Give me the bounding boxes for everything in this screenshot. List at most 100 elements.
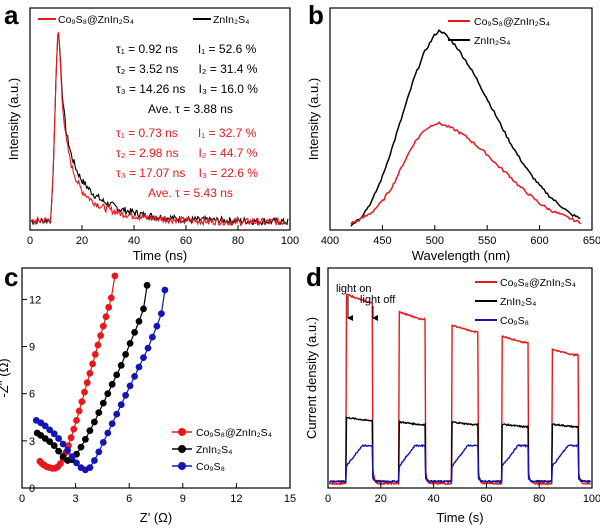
y-ticks-c: 0 3 6 9 12 <box>22 294 41 495</box>
x-tick-label-3-0: 0 <box>325 493 331 505</box>
series-line-b-1 <box>350 121 582 225</box>
x-ticks-d: 0 20 40 60 80 100 <box>325 483 600 505</box>
x-tick-label-0-1: 20 <box>76 235 88 247</box>
data-point-c-2-18 <box>113 410 121 418</box>
data-point-c-1-6 <box>59 453 67 460</box>
data-point-c-0-28 <box>111 272 119 280</box>
data-point-c-2-22 <box>131 373 139 380</box>
x-tick-label-2-5: 15 <box>284 493 296 505</box>
data-point-c-0-14 <box>73 417 80 424</box>
x-tick-label-2-1: 3 <box>73 493 79 505</box>
y-tick-label-2-4: 12 <box>29 294 41 306</box>
data-point-c-1-17 <box>108 380 116 388</box>
series-group-b <box>350 29 582 227</box>
panel-label-c: c <box>4 262 18 292</box>
data-point-c-2-2 <box>41 422 49 430</box>
y-tick-label-2-1: 3 <box>29 436 35 448</box>
plot-area-d <box>327 267 593 489</box>
data-point-c-0-24 <box>99 322 107 330</box>
data-point-c-2-8 <box>68 453 76 460</box>
data-point-c-0-17 <box>81 388 88 396</box>
data-point-c-2-15 <box>99 439 107 446</box>
legend-label-d-1: Co₉S₈@ZnIn₂S₄ <box>500 277 576 289</box>
x-ticks-b: 400 450 500 550 600 650 <box>321 225 600 247</box>
data-point-c-1-20 <box>122 351 129 358</box>
x-tick-label-0-4: 80 <box>232 235 244 247</box>
data-point-c-0-13 <box>70 425 78 433</box>
data-point-c-2-19 <box>117 401 125 409</box>
x-ticks-c: 0 3 6 9 12 15 <box>19 483 296 505</box>
panel-label-a: a <box>4 0 19 30</box>
data-point-c-2-17 <box>108 420 116 427</box>
legend-label-b-1: Co₉S₈@ZnIn₂S₄ <box>474 16 550 28</box>
data-point-c-1-22 <box>131 329 139 336</box>
data-point-c-2-26 <box>149 333 156 341</box>
x-tick-label-3-3: 60 <box>480 493 492 505</box>
x-tick-label-2-4: 12 <box>230 493 242 505</box>
legend-label-c-1: Co₉S₈@ZnIn₂S₄ <box>196 427 272 439</box>
data-point-c-1-16 <box>104 390 112 398</box>
x-axis-label-d: Time (s) <box>436 510 483 525</box>
panel-d: d 0 20 40 60 80 100 Time (s) Current density … <box>304 262 600 525</box>
y-tick-label-2-0: 0 <box>29 483 35 495</box>
annotation-a-black-3: τ₃ = 14.26 ns I₃ = 16.0 % <box>116 82 258 96</box>
data-point-c-2-4 <box>50 430 58 438</box>
y-axis-label-d: Current density (a.u.) <box>304 317 319 439</box>
data-point-c-2-29 <box>161 286 169 294</box>
data-point-c-1-15 <box>99 399 107 407</box>
series-line-d-2 <box>329 443 592 484</box>
y-tick-label-2-3: 9 <box>29 342 35 354</box>
plot-area-c <box>21 267 291 489</box>
data-point-c-0-15 <box>75 407 83 415</box>
annotation-a-red-3: τ₃ = 17.07 ns I₃ = 22.6 % <box>116 166 258 180</box>
legend-label-d-3: Co₉S₈ <box>500 315 529 327</box>
x-axis-label-b: Wavelength (nm) <box>412 248 511 263</box>
data-point-c-1-24 <box>140 305 147 313</box>
panel-label-b: b <box>308 0 324 30</box>
data-point-c-0-18 <box>83 379 91 387</box>
data-point-c-0-21 <box>91 351 99 358</box>
data-point-c-1-13 <box>91 418 98 426</box>
data-point-c-1-12 <box>86 427 94 434</box>
data-point-c-0-19 <box>86 369 94 377</box>
data-point-c-2-27 <box>153 322 161 330</box>
data-point-c-2-12 <box>86 464 94 471</box>
series-group-c <box>32 272 169 474</box>
data-point-c-0-25 <box>102 313 110 321</box>
annotation-a-red-4: Ave. τ = 5.43 ns <box>148 186 233 200</box>
x-tick-label-1-0: 400 <box>321 235 339 247</box>
x-tick-label-0-0: 0 <box>27 235 33 247</box>
x-tick-label-3-1: 20 <box>375 493 387 505</box>
x-tick-label-0-3: 60 <box>180 235 192 247</box>
data-point-c-1-3 <box>46 438 54 445</box>
data-point-c-2-20 <box>122 391 129 399</box>
plot-area-a <box>29 7 291 231</box>
x-tick-label-1-3: 550 <box>478 235 496 247</box>
legend-label-a-1: Co₉S₈@ZnIn₂S₄ <box>58 14 134 26</box>
series-group-a <box>30 30 289 227</box>
x-axis-label-a: Time (ns) <box>133 248 187 263</box>
legend-label-c-3: Co₉S₈ <box>196 461 225 473</box>
x-tick-label-0-5: 100 <box>281 235 299 247</box>
plot-area-b <box>329 7 593 231</box>
series-group-d <box>328 293 592 486</box>
data-point-c-2-28 <box>158 310 165 317</box>
series-line-a-1 <box>30 30 288 227</box>
series-line-b-0 <box>350 29 581 227</box>
y-axis-label-a: Intensity (a.u.) <box>6 78 21 160</box>
data-point-c-1-19 <box>117 362 125 369</box>
data-point-c-2-3 <box>46 426 54 434</box>
x-tick-label-0-2: 40 <box>128 235 140 247</box>
data-point-c-2-25 <box>144 344 152 352</box>
y-axis-label-b: Intensity (a.u.) <box>306 78 321 160</box>
legend-marker-c-3 <box>178 462 186 470</box>
x-tick-label-1-4: 600 <box>530 235 548 247</box>
data-point-c-1-25 <box>143 281 151 289</box>
data-point-c-0-27 <box>107 294 115 302</box>
x-tick-label-2-2: 6 <box>126 493 132 505</box>
annotation-a-black-1: τ₁ = 0.92 ns I₁ = 52.6 % <box>116 42 257 56</box>
data-point-c-2-14 <box>95 448 103 456</box>
legend-label-b-2: ZnIn₂S₄ <box>474 35 510 47</box>
x-tick-label-3-5: 100 <box>583 493 600 505</box>
